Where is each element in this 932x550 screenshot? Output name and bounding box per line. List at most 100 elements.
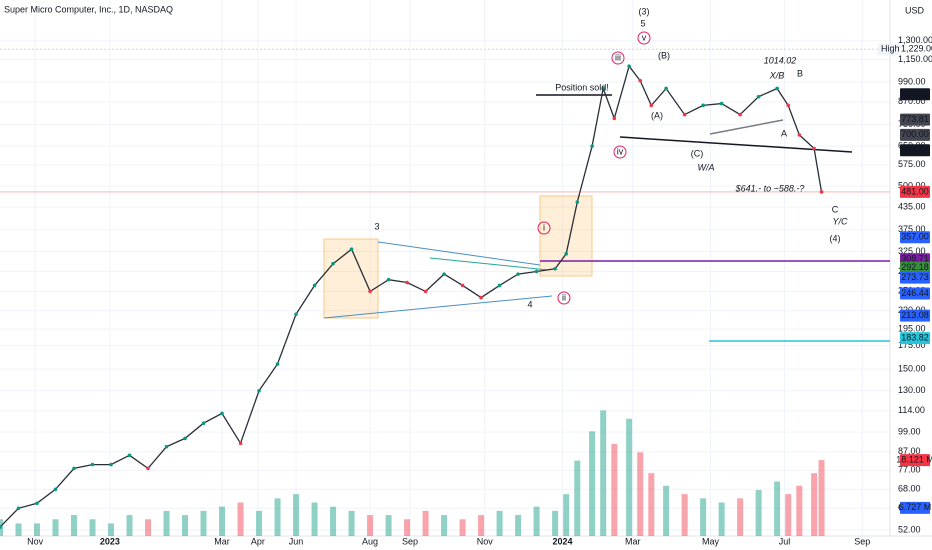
volume-bar — [574, 460, 581, 536]
annotation: 3 — [374, 221, 379, 231]
price-point — [797, 133, 802, 137]
price-point — [649, 103, 654, 108]
high-name: High — [881, 44, 900, 54]
y-tick-label: 130.00 — [898, 385, 926, 395]
price-tag — [900, 144, 930, 157]
price-tag-label: 773.81 — [901, 114, 929, 124]
price-point — [590, 144, 594, 148]
price-tag-label: 6.727 M — [899, 502, 932, 512]
price-point — [738, 112, 742, 117]
volume-bar — [681, 494, 688, 536]
volume-bar — [648, 473, 655, 536]
currency: USD — [905, 5, 925, 15]
volume-bar — [478, 515, 485, 536]
annotation: Y/C — [832, 216, 848, 226]
price-point — [442, 272, 446, 276]
annotation: C — [832, 204, 839, 214]
price-point — [627, 64, 631, 68]
y-tick-label: 500.00 — [898, 180, 926, 190]
price-point — [786, 103, 791, 108]
price-tag-label: 357.00 — [901, 232, 929, 242]
price-point — [238, 441, 243, 446]
annotation: 4 — [527, 299, 532, 309]
trendline — [377, 241, 541, 266]
volume-bar — [626, 418, 633, 536]
volume-bar — [611, 443, 618, 536]
price-tag — [900, 454, 930, 467]
x-tick-label: Nov — [477, 536, 494, 546]
volume-bar — [496, 510, 503, 536]
price-point — [109, 462, 113, 467]
volume-bar — [404, 519, 411, 536]
annotation: v — [642, 32, 647, 42]
x-tick-label: Jul — [779, 536, 791, 546]
volume-bar — [89, 519, 96, 536]
trendline — [709, 119, 784, 135]
y-tick-label: 575.00 — [898, 159, 926, 169]
price-tag — [900, 287, 930, 300]
price-tag-label: 273.73 — [901, 272, 929, 282]
volume-bar — [589, 431, 596, 536]
price-point — [564, 252, 568, 256]
annotation: 5 — [640, 18, 645, 28]
price-tag — [900, 261, 930, 274]
annotation: (B) — [658, 50, 670, 60]
price-point — [201, 421, 206, 426]
price-point — [164, 444, 169, 449]
volume-bar — [311, 502, 318, 536]
y-tick-label: 325.00 — [898, 246, 926, 256]
price-tag — [900, 332, 930, 345]
annotation: (4) — [830, 233, 841, 243]
price-point — [601, 86, 606, 91]
price-point — [701, 103, 705, 108]
price-point — [349, 247, 354, 251]
price-tag-label: 632.39 — [901, 145, 929, 155]
volume-bar — [367, 515, 374, 536]
y-tick-label: 68.00 — [898, 484, 921, 494]
price-point — [756, 94, 761, 99]
price-point — [664, 86, 668, 91]
price-point — [612, 116, 617, 121]
volume-bar — [755, 489, 762, 536]
x-tick-label: Jun — [289, 536, 304, 546]
price-point — [294, 312, 298, 317]
volume-bar — [52, 519, 59, 536]
price-point — [682, 112, 687, 117]
y-tick-label: 1,150.00 — [898, 54, 932, 64]
x-tick-label: Sep — [402, 536, 418, 546]
annotation: (A) — [651, 110, 663, 120]
volume-bar — [274, 498, 281, 536]
price-point — [460, 283, 465, 288]
annotation: Position sold! — [555, 82, 609, 92]
price-point — [405, 280, 409, 285]
price-point — [534, 269, 539, 274]
price-point — [53, 487, 58, 492]
range-box — [539, 195, 593, 277]
wave-circle — [557, 291, 571, 305]
price-point — [331, 261, 335, 266]
y-tick-label: 150.00 — [898, 363, 926, 373]
price-tag — [900, 113, 930, 126]
volume-bar — [818, 460, 825, 536]
trendline — [323, 295, 553, 319]
price-point — [257, 388, 261, 393]
volume-bar — [737, 498, 744, 536]
annotation: (C) — [691, 148, 704, 158]
volume-bar — [200, 510, 207, 536]
price-point — [386, 277, 391, 282]
wave-circle — [537, 221, 551, 235]
price-point — [0, 525, 2, 529]
volume-bar — [700, 498, 707, 536]
y-tick-label: 870.00 — [898, 96, 926, 106]
volume-bar — [15, 523, 22, 536]
volume-bar — [811, 473, 818, 536]
price-point — [516, 272, 520, 276]
price-point — [575, 200, 580, 204]
trendline — [429, 257, 549, 271]
volume-bar — [796, 485, 803, 536]
volume-bar — [422, 510, 429, 536]
price-point — [146, 466, 150, 471]
volume-bar — [163, 510, 170, 536]
volume-bar — [459, 519, 466, 536]
